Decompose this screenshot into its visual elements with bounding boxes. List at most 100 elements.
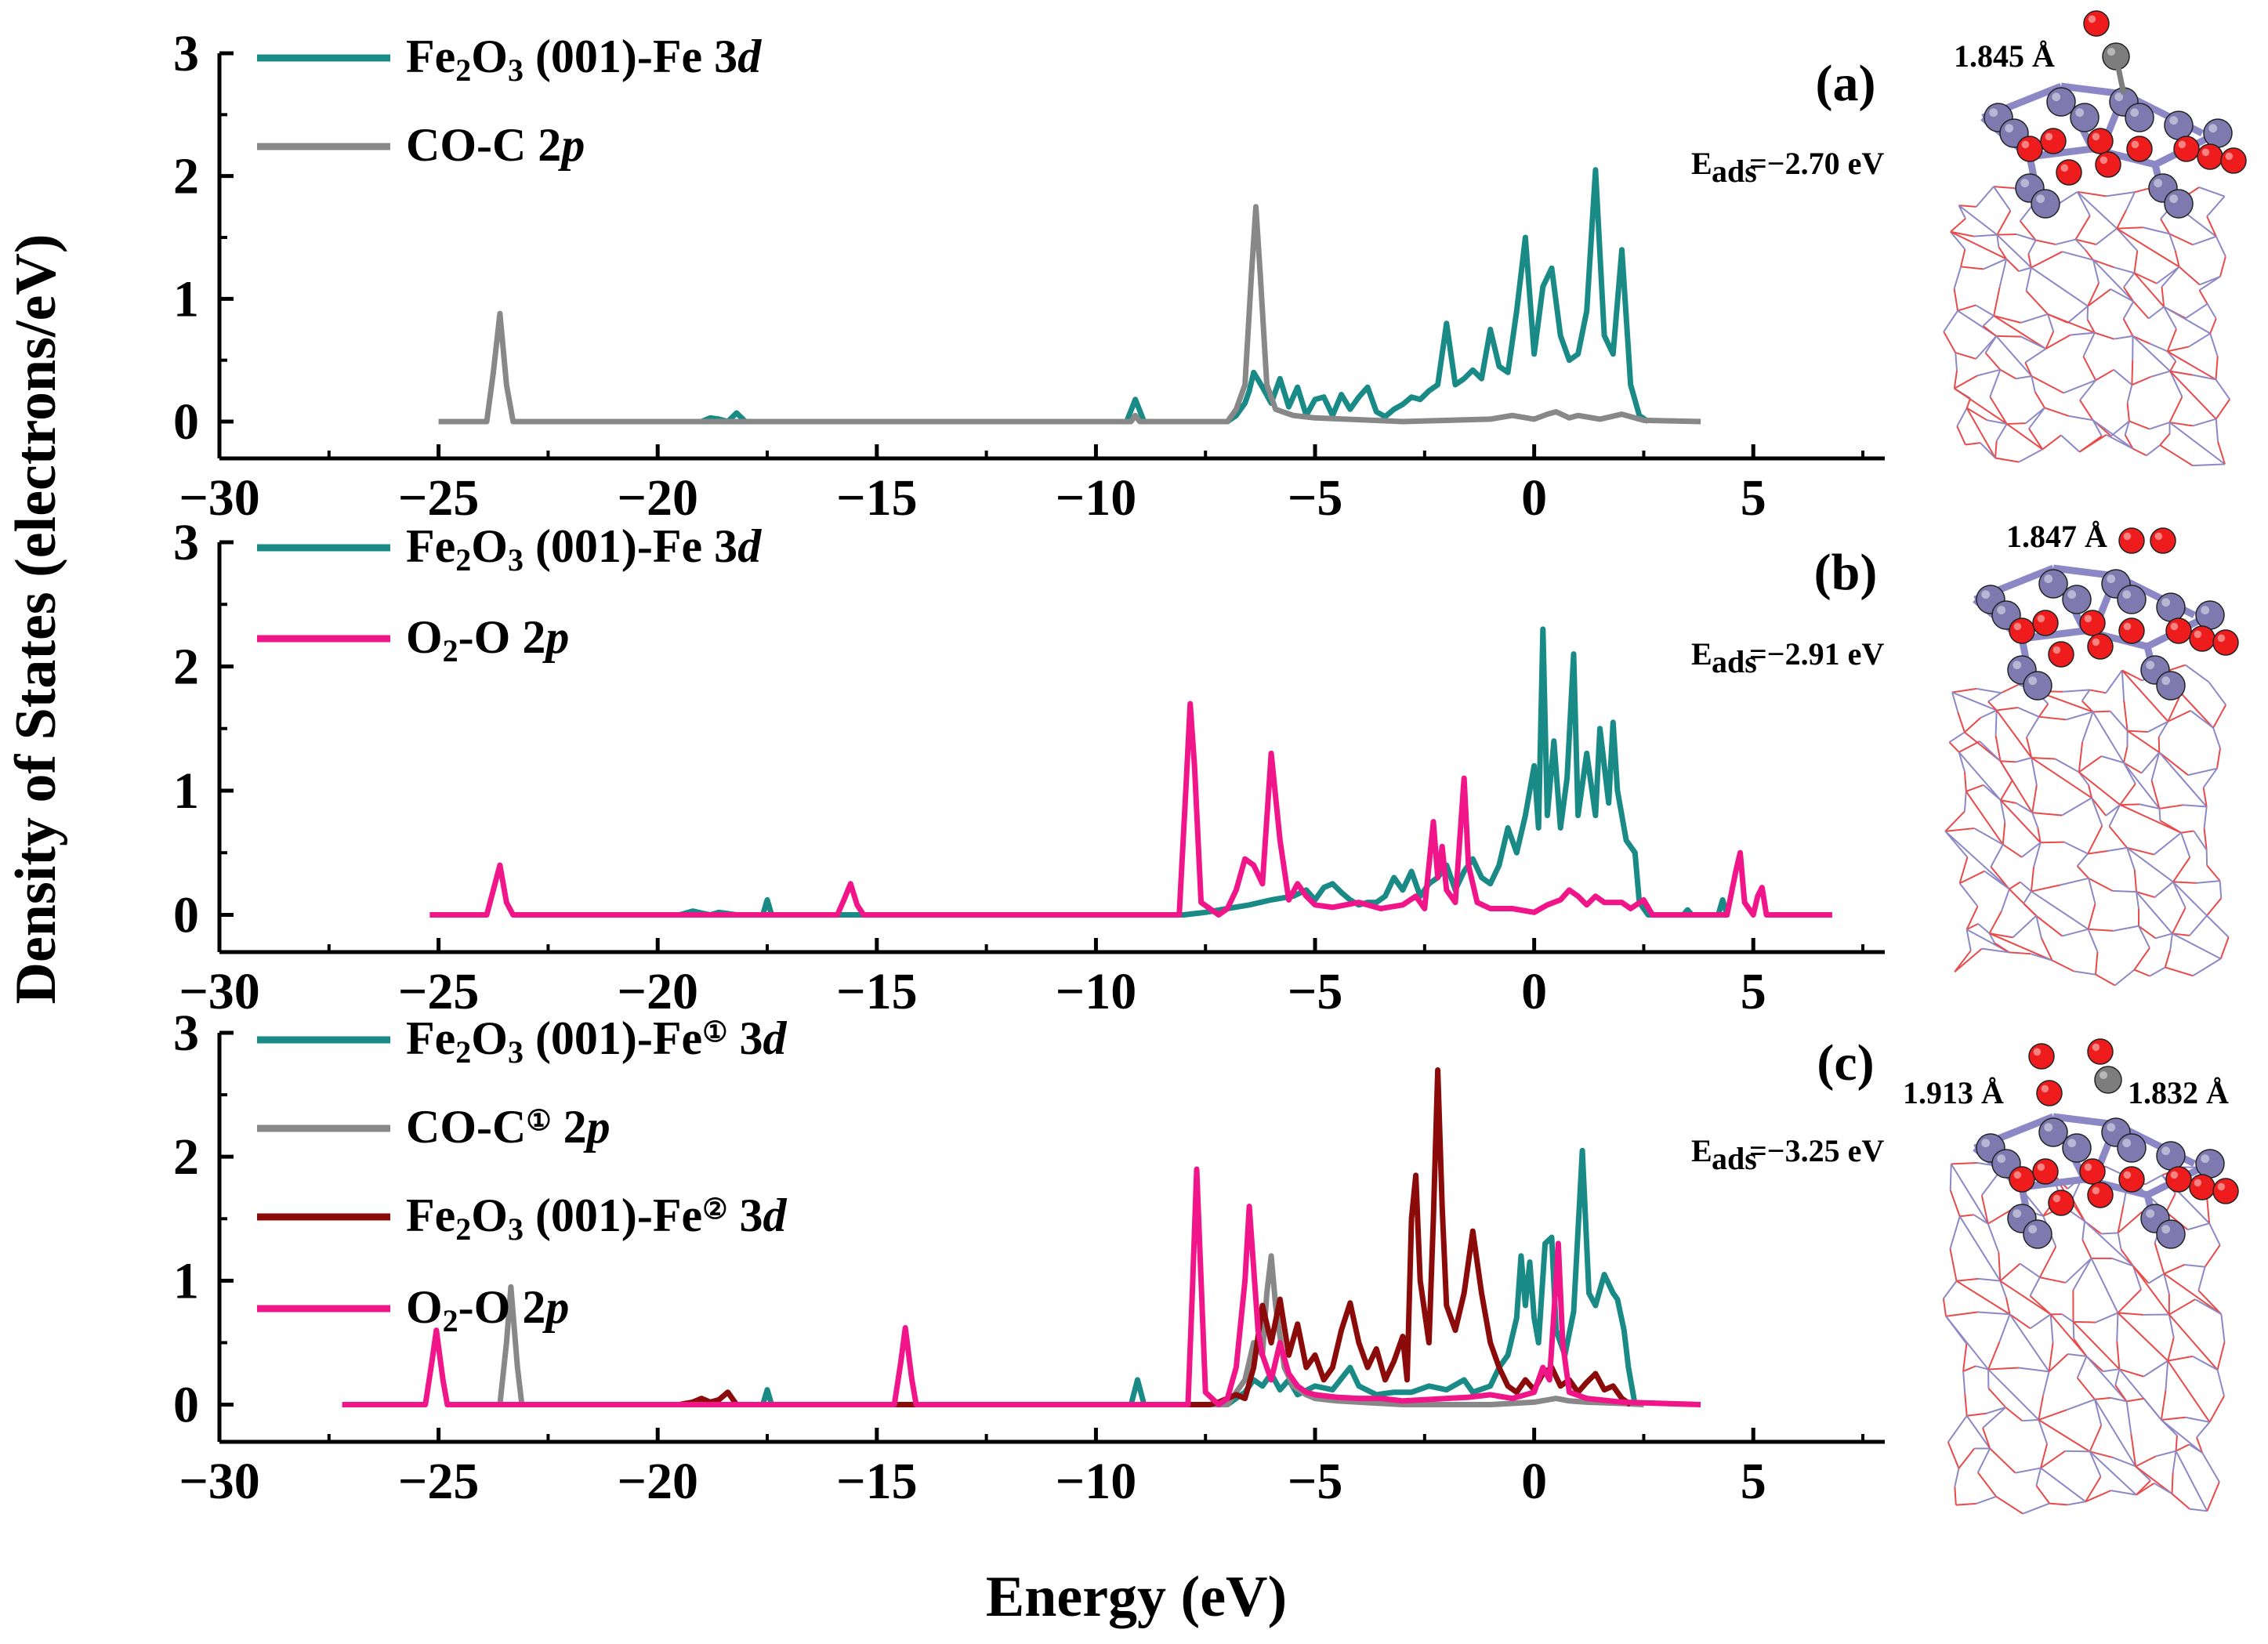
legend-label: CO-C 2p	[406, 119, 585, 171]
y-tick-label: 1	[173, 762, 199, 820]
structure-annotation: 1.832 Å	[2128, 1075, 2229, 1110]
y-tick-label: 3	[173, 514, 199, 571]
fe-atom	[2031, 189, 2060, 219]
fe-atom	[2195, 1149, 2225, 1179]
fe-atom	[2164, 110, 2194, 140]
panel-1: −30 −25 −20 −15 −10 −5 0 5 0 1 2 3 Fe2O3 (001)-Fe 3d…	[173, 25, 1885, 527]
x-tick-label: −15	[836, 1453, 918, 1510]
c-atom	[2094, 1066, 2122, 1094]
x-tick-label: −25	[398, 1453, 480, 1510]
x-tick-label: 0	[1521, 469, 1547, 527]
x-tick-label: −25	[398, 963, 480, 1020]
o-atom	[2032, 1158, 2059, 1185]
fe-atom	[2062, 1133, 2092, 1163]
panel-2: −30 −25 −20 −15 −10 −5 0 5 0 1 2 3 Fe2O3 (001)-Fe 3d…	[173, 514, 1885, 1020]
o-atom	[2189, 1174, 2215, 1200]
o-atom	[2009, 617, 2035, 644]
o-atom	[2197, 143, 2223, 170]
o-atom	[2016, 136, 2043, 162]
fe-atom	[2117, 585, 2147, 614]
slab-lattice	[1944, 664, 2230, 987]
structure-annotation: ads	[1712, 154, 1757, 189]
x-tick-label: −15	[836, 963, 918, 1020]
o-atom	[2126, 136, 2153, 162]
o-atom	[2118, 1166, 2145, 1193]
o-atom	[2165, 1166, 2192, 1193]
o-atom	[2118, 617, 2145, 644]
fe-atom	[2070, 103, 2100, 132]
structure-annotation: 1.913 Å	[1903, 1075, 2004, 1110]
fe-atom	[2125, 103, 2154, 132]
y-tick-label: 1	[173, 1252, 199, 1309]
y-tick-label: 2	[173, 1128, 199, 1186]
structure-annotation: 1.845 Å	[1954, 38, 2055, 74]
structure-annotation: =−2.70 eV	[1749, 146, 1884, 181]
o-atom	[2150, 527, 2176, 554]
structure-annotation: E	[1691, 146, 1712, 181]
surface-layer	[1980, 82, 2247, 219]
structure-annotation: E	[1691, 1133, 1712, 1168]
x-tick-label: −10	[1056, 469, 1137, 527]
surface-layer	[1973, 1113, 2239, 1249]
legend: Fe2O3 (001)-Fe① 3d CO-C① 2p Fe2O3 (001)-Fe…	[257, 1012, 787, 1338]
legend-label: CO-C① 2p	[406, 1101, 610, 1153]
legend-label: O2-O 2p	[406, 611, 569, 668]
fe-atom	[2156, 592, 2186, 622]
x-tick-label: 5	[1741, 469, 1766, 527]
x-tick-label: −30	[179, 1453, 260, 1510]
fe-atom	[2038, 1117, 2068, 1147]
series-line-1	[679, 626, 1730, 918]
fe-atom	[2156, 671, 2186, 701]
y-tick-label: 3	[173, 1005, 199, 1062]
o-atom	[2028, 1043, 2055, 1070]
axes-frame: −30 −25 −20 −15 −10 −5 0 5 0 1 2 3	[173, 25, 1885, 527]
panel-label: (a)	[1816, 55, 1876, 112]
o-atom	[2087, 633, 2114, 660]
x-tick-label: −25	[398, 469, 480, 527]
y-tick-label: 2	[173, 148, 199, 205]
y-tick-label: 0	[173, 1377, 199, 1434]
legend-label: Fe2O3 (001)-Fe 3d	[406, 31, 762, 88]
o-atom	[2056, 159, 2082, 186]
series-line-2	[429, 701, 1832, 918]
legend-label: Fe2O3 (001)-Fe① 3d	[406, 1012, 787, 1070]
o-atom	[2040, 128, 2067, 154]
x-tick-label: −20	[617, 963, 698, 1020]
x-tick-label: −5	[1288, 469, 1343, 527]
x-tick-label: 5	[1741, 963, 1766, 1020]
o-atom	[2220, 147, 2247, 174]
o-atom	[2032, 610, 2059, 636]
fe-atom	[2203, 118, 2233, 148]
o-atom	[2212, 1178, 2239, 1204]
x-tick-label: −10	[1056, 1453, 1137, 1510]
x-tick-label: −15	[836, 469, 918, 527]
o-atom	[2087, 1038, 2114, 1065]
x-tick-label: −20	[617, 1453, 698, 1510]
structure-annotation: ads	[1712, 644, 1757, 679]
o-atom	[2087, 128, 2114, 154]
structure-b: 1.847 Å E ads=−2.91 eV	[1691, 519, 2239, 987]
y-tick-label: 0	[173, 886, 199, 943]
legend: Fe2O3 (001)-Fe 3d O2-O 2p	[257, 520, 762, 668]
o-atom	[2087, 1182, 2114, 1208]
x-tick-label: −5	[1288, 963, 1343, 1020]
o-atom	[2048, 1190, 2074, 1216]
x-tick-label: 0	[1521, 1453, 1547, 1510]
axes-frame: −30 −25 −20 −15 −10 −5 0 5 0 1 2 3	[173, 1005, 1885, 1510]
structure-c: 1.913 Å 1.832 Å E ads=−3.25 eV	[1691, 1038, 2239, 1515]
slab-lattice	[1942, 1161, 2226, 1515]
fe-atom	[2046, 87, 2076, 117]
series-line-1	[679, 1147, 1638, 1407]
y-tick-label: 1	[173, 270, 199, 328]
x-tick-label: 5	[1741, 1453, 1766, 1510]
axes-frame: −30 −25 −20 −15 −10 −5 0 5 0 1 2 3	[173, 514, 1885, 1020]
structure-annotation: E	[1691, 636, 1712, 672]
fe-atom	[2023, 1219, 2052, 1249]
x-tick-label: 0	[1521, 963, 1547, 1020]
structure-annotation: ads	[1712, 1141, 1757, 1176]
y-tick-label: 0	[173, 393, 199, 451]
o-atom	[2009, 1166, 2035, 1193]
legend-label: Fe2O3 (001)-Fe② 3d	[406, 1190, 787, 1247]
y-tick-label: 2	[173, 638, 199, 695]
